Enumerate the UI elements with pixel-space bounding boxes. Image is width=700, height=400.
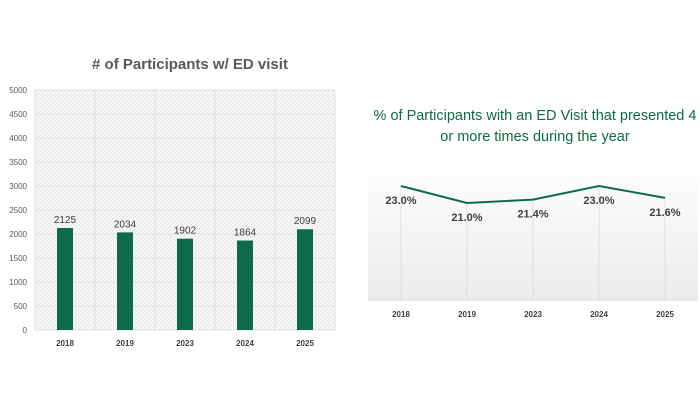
- bar-y-tick-label: 3500: [9, 158, 27, 167]
- bar-2025: [297, 229, 313, 330]
- bar-y-tick-label: 1500: [9, 254, 27, 263]
- bar-x-tick-label: 2018: [56, 339, 74, 348]
- bar-2019: [117, 232, 133, 330]
- bar-data-label: 2125: [54, 215, 77, 226]
- bar-y-tick-label: 500: [14, 302, 28, 311]
- bar-chart-title: # of Participants w/ ED visit: [92, 56, 288, 73]
- line-data-label: 23.0%: [385, 195, 416, 207]
- bar-data-label: 1864: [234, 228, 257, 239]
- line-x-tick-label: 2018: [392, 310, 410, 319]
- line-x-tick-label: 2023: [524, 310, 542, 319]
- line-data-label: 21.0%: [451, 212, 482, 224]
- bar-y-tick-label: 0: [23, 326, 28, 335]
- bar-y-tick-label: 4000: [9, 134, 27, 143]
- line-x-tick-label: 2025: [656, 310, 674, 319]
- bar-2018: [57, 228, 73, 330]
- line-data-label: 21.6%: [649, 207, 680, 219]
- bar-2023: [177, 238, 193, 330]
- bar-x-tick-label: 2019: [116, 339, 134, 348]
- bar-data-label: 1902: [174, 226, 197, 237]
- line-data-label: 23.0%: [583, 195, 614, 207]
- bar-x-tick-label: 2023: [176, 339, 194, 348]
- bar-y-tick-label: 3000: [9, 182, 27, 191]
- bar-data-label: 2034: [114, 219, 137, 230]
- line-series: [400, 184, 666, 205]
- line-x-tick-label: 2019: [458, 310, 476, 319]
- line-data-label: 21.4%: [517, 209, 548, 221]
- bar-y-tick-label: 2500: [9, 206, 27, 215]
- line-x-tick-label: 2024: [590, 310, 608, 319]
- bar-y-tick-label: 4500: [9, 110, 27, 119]
- bar-2024: [237, 240, 253, 330]
- bar-x-tick-label: 2025: [296, 339, 314, 348]
- bar-y-tick-label: 5000: [9, 86, 27, 95]
- line-chart-title: % of Participants with an ED Visit that …: [373, 108, 697, 145]
- bar-data-label: 2099: [294, 216, 317, 227]
- bar-y-tick-label: 1000: [9, 278, 27, 287]
- bar-x-tick-label: 2024: [236, 339, 254, 348]
- bar-y-tick-label: 2000: [9, 230, 27, 239]
